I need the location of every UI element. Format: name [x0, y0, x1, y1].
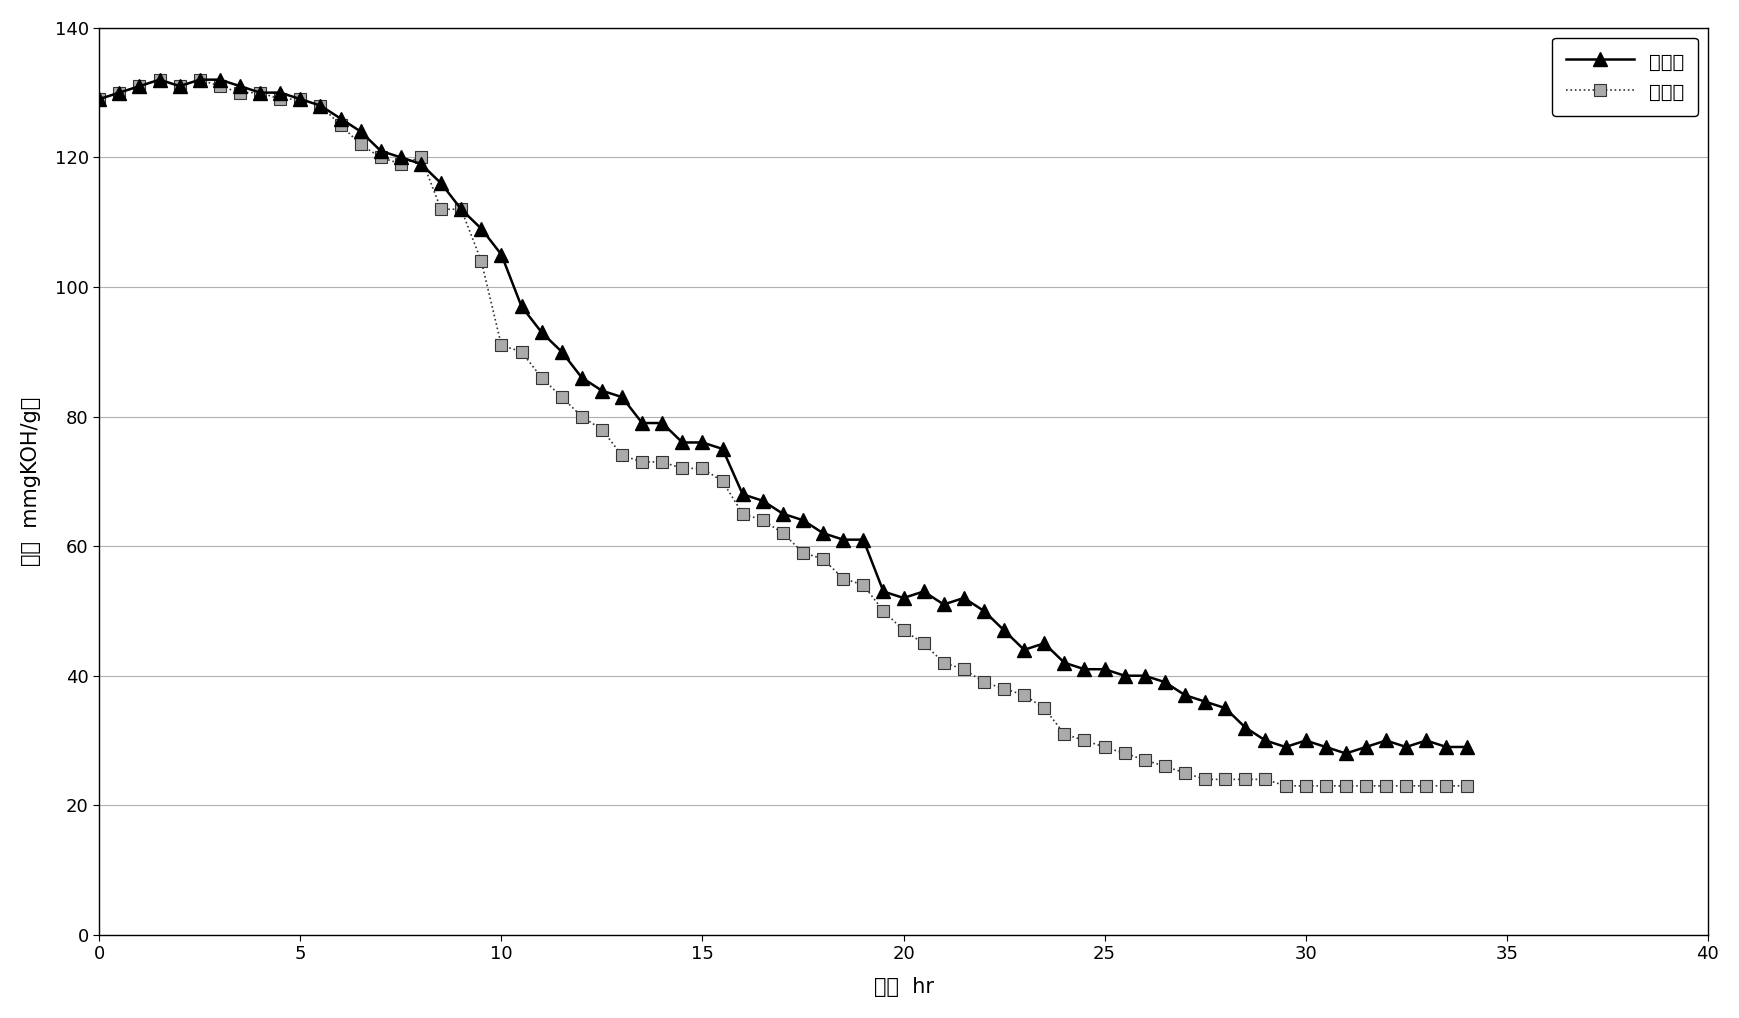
Legend: 改造前, 改造后: 改造前, 改造后 — [1551, 38, 1697, 116]
X-axis label: 时间  hr: 时间 hr — [873, 977, 934, 998]
Y-axis label: 酸价  mmgKOH/g油: 酸价 mmgKOH/g油 — [21, 397, 40, 566]
